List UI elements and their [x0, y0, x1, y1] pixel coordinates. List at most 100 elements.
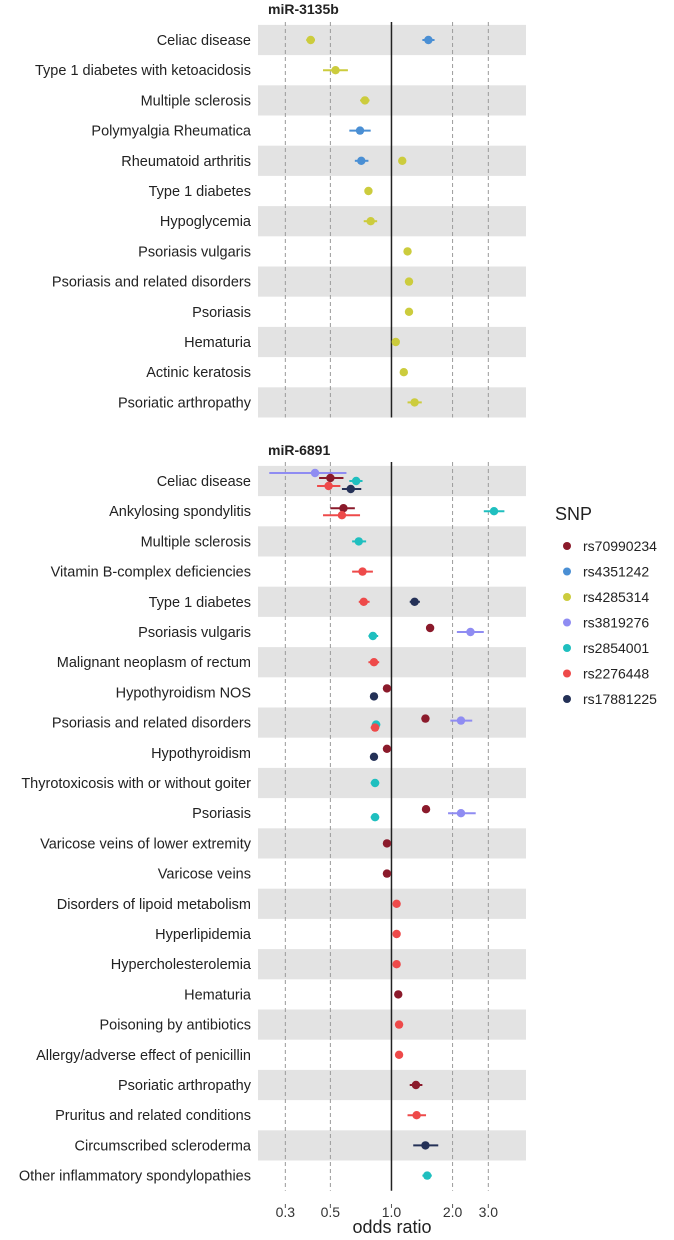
row-label: Psoriatic arthropathy — [118, 1078, 252, 1094]
point-rs4285314 — [403, 247, 412, 256]
row-label: Type 1 diabetes with ketoacidosis — [35, 63, 251, 79]
row-label: Varicose veins — [158, 867, 251, 883]
legend-label-rs4285314: rs4285314 — [583, 589, 649, 605]
point-rs70990234 — [382, 839, 392, 848]
row-label: Poisoning by antibiotics — [99, 1018, 251, 1034]
row-label: Ankylosing spondylitis — [109, 504, 251, 520]
point-rs4285314 — [391, 337, 400, 347]
legend-label-rs2854001: rs2854001 — [583, 640, 649, 656]
panel-title: miR-6891 — [268, 442, 330, 458]
point-rs70990234 — [382, 684, 392, 693]
point-rs3819276 — [466, 627, 475, 637]
row-label: Hematuria — [184, 987, 252, 1003]
point-rs4285314 — [364, 186, 373, 196]
row-label: Hyperlipidemia — [155, 927, 252, 943]
point-rs2276448 — [358, 567, 367, 576]
legend-swatch-rs3819276 — [563, 618, 571, 627]
point-rs2276448 — [412, 1111, 421, 1120]
point-rs2276448 — [392, 960, 401, 969]
row-label: Type 1 diabetes — [149, 595, 251, 611]
point-rs4285314 — [399, 368, 408, 377]
point-rs4351242 — [424, 35, 433, 45]
point-rs70990234 — [339, 504, 348, 513]
row-label: Type 1 diabetes — [149, 184, 251, 200]
x-tick-label: 2.0 — [443, 1204, 463, 1220]
panel-mir-6891: miR-6891 Celiac disease Ankylosing spondyl… — [19, 442, 526, 1191]
point-rs70990234 — [326, 473, 335, 483]
legend-swatch-rs2854001 — [563, 644, 571, 652]
row-label: Psoriasis — [192, 806, 251, 822]
row-label: Psoriatic arthropathy — [118, 395, 252, 411]
point-rs3819276 — [456, 809, 466, 818]
point-rs3819276 — [456, 716, 466, 725]
row-label: Hypercholesterolemia — [111, 957, 252, 973]
point-rs70990234 — [421, 714, 430, 723]
x-tick-label: 0.3 — [276, 1204, 296, 1220]
x-tick-label: 0.5 — [321, 1204, 341, 1220]
row-label: Malignant neoplasm of rectum — [57, 655, 251, 671]
x-axis: 0.3 0.5 1.0 2.0 3.0 odds ratio — [276, 1204, 499, 1237]
panel-mir-3135b: miR-3135b Celiac disease Type 1 diabetes w… — [35, 1, 526, 418]
row-label: Celiac disease — [157, 474, 251, 490]
legend-label-rs2276448: rs2276448 — [583, 666, 649, 682]
point-rs2276448 — [337, 511, 347, 520]
point-rs4285314 — [366, 217, 375, 226]
point-rs2854001 — [351, 476, 361, 486]
point-rs2276448 — [370, 723, 380, 732]
row-label: Hypothyroidism — [151, 746, 251, 762]
row-label: Rheumatoid arthritis — [121, 154, 251, 170]
row-label: Celiac disease — [157, 33, 251, 49]
x-axis-title: odds ratio — [352, 1217, 431, 1237]
row-label: Multiple sclerosis — [141, 93, 251, 109]
point-rs70990234 — [411, 1080, 421, 1090]
point-rs70990234 — [382, 744, 392, 753]
point-rs2276448 — [394, 1020, 404, 1029]
point-rs2854001 — [423, 1171, 432, 1180]
point-rs2276448 — [324, 481, 333, 491]
row-label: Psoriasis vulgaris — [138, 625, 251, 641]
point-rs2854001 — [370, 778, 380, 788]
x-tick-label: 1.0 — [382, 1204, 402, 1220]
row-label: Polymyalgia Rheumatica — [91, 124, 252, 140]
row-label: Hematuria — [184, 335, 252, 351]
legend-label-rs3819276: rs3819276 — [583, 615, 649, 631]
row-label: Actinic keratosis — [146, 365, 251, 381]
row-label: Disorders of lipoid metabolism — [57, 897, 251, 913]
point-rs70990234 — [382, 869, 392, 878]
legend-swatch-rs4351242 — [563, 567, 571, 576]
point-rs2854001 — [354, 537, 363, 546]
row-label: Hypoglycemia — [160, 214, 252, 230]
point-rs4285314 — [306, 35, 315, 45]
row-label: Allergy/adverse effect of penicillin — [36, 1048, 251, 1064]
point-rs4285314 — [331, 66, 340, 75]
point-rs17881225 — [369, 692, 379, 701]
point-rs2276448 — [394, 1050, 404, 1060]
row-label: Hypothyroidism NOS — [116, 685, 251, 701]
row-label: Vitamin B-complex deficiencies — [51, 565, 251, 581]
row-label: Psoriasis — [192, 305, 251, 321]
panel-title: miR-3135b — [268, 1, 339, 17]
point-rs4285314 — [404, 277, 414, 286]
legend-swatch-rs17881225 — [563, 695, 571, 703]
legend-swatch-rs2276448 — [563, 669, 571, 678]
row-label: Psoriasis and related disorders — [52, 275, 251, 291]
legend: SNP rs70990234 rs4351242 rs4285314 rs3819276… — [555, 504, 657, 707]
point-rs2854001 — [368, 631, 378, 641]
point-rs70990234 — [425, 623, 435, 633]
legend-label-rs4351242: rs4351242 — [583, 564, 649, 580]
point-rs3819276 — [310, 468, 320, 478]
point-rs4285314 — [404, 307, 414, 316]
row-label: Varicose veins of lower extremity — [40, 836, 252, 852]
legend-label-rs17881225: rs17881225 — [583, 691, 657, 707]
point-rs17881225 — [369, 752, 379, 761]
row-label: Other inflammatory spondylopathies — [19, 1169, 251, 1185]
point-rs2854001 — [489, 507, 499, 516]
point-rs2276448 — [392, 899, 401, 908]
row-label: Psoriasis vulgaris — [138, 244, 251, 260]
x-tick-label: 3.0 — [479, 1204, 499, 1220]
legend-label-rs70990234: rs70990234 — [583, 538, 657, 554]
point-rs17881225 — [421, 1141, 430, 1150]
legend-swatch-rs4285314 — [563, 593, 571, 601]
row-label: Multiple sclerosis — [141, 534, 251, 550]
